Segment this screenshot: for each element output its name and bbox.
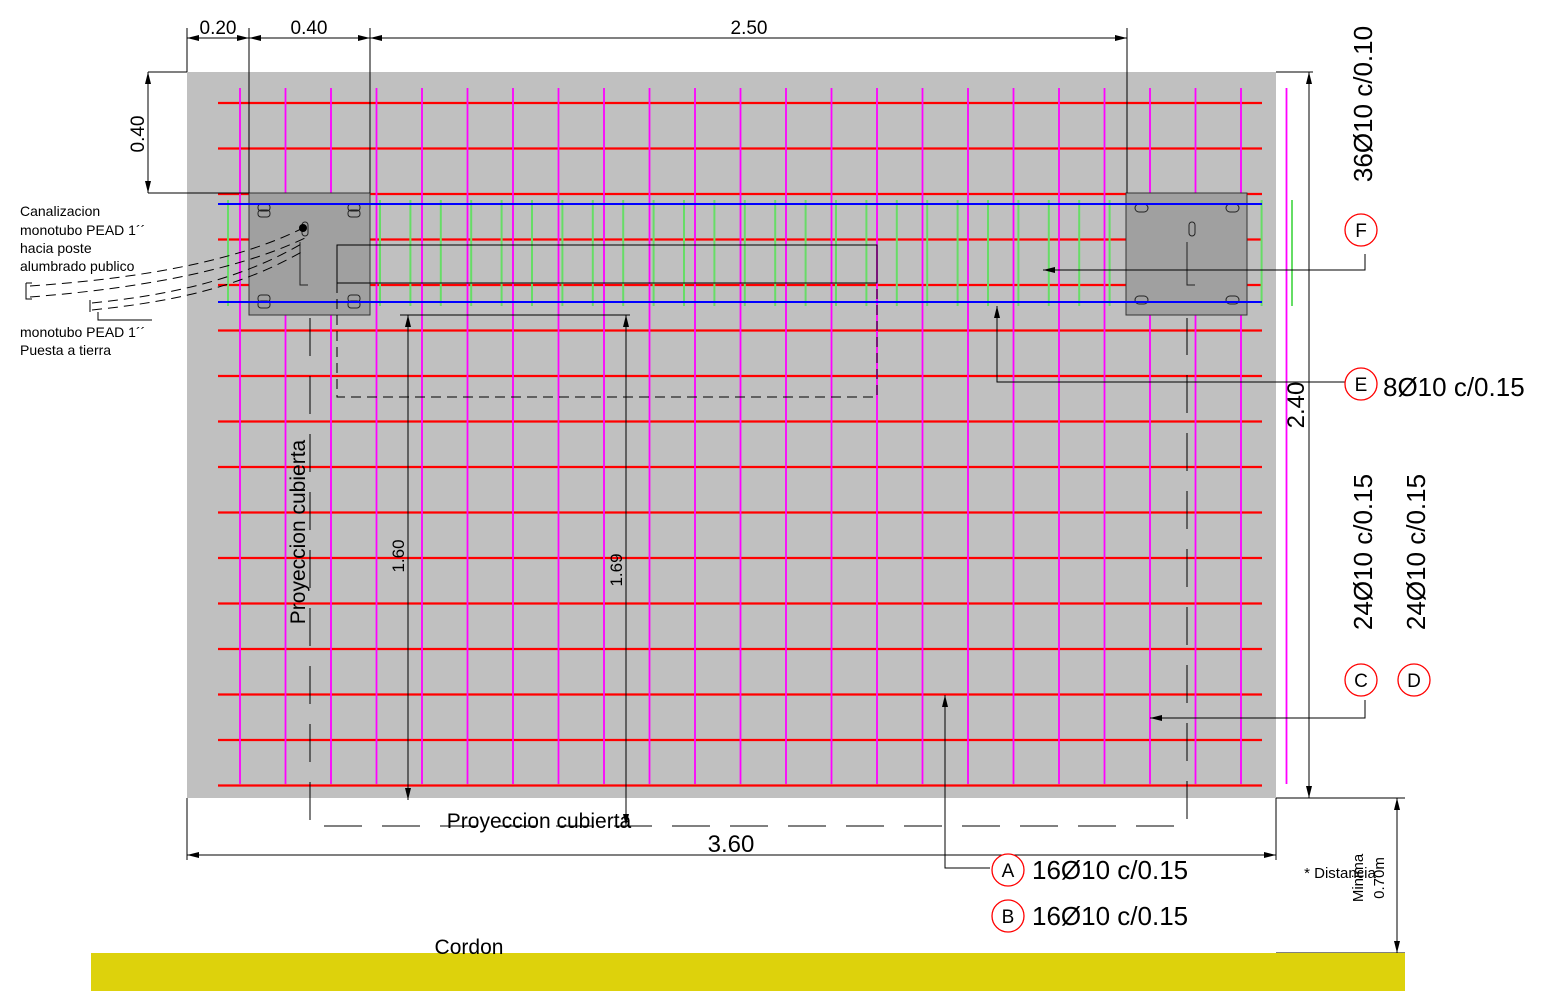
rebar-markers: [991, 213, 1431, 933]
bottom-dimension: [186, 798, 1277, 860]
spec-F-label: 36Ø10 c/0.10: [1348, 26, 1378, 182]
conduit-cap-1: [25, 282, 32, 300]
marker-B-circle: [991, 899, 1025, 933]
dim-top-2-50: 2.50: [731, 18, 768, 39]
spec-B-label: 16Ø10 c/0.15: [1032, 901, 1188, 931]
spec-A-label: 16Ø10 c/0.15: [1032, 855, 1188, 885]
roof-projection-outline: [309, 318, 1188, 827]
dim-left-0-40: 0.40: [128, 116, 149, 153]
puesta-tierra-note: monotubo PEAD 1´´ Puesta a tierra: [20, 324, 149, 358]
marker-E-circle: [1344, 367, 1378, 401]
marker-F-circle: [1344, 213, 1378, 247]
cordon-label: Cordon: [435, 936, 504, 959]
inner-dashed-outline: [336, 283, 878, 398]
inner-solid-outline: [336, 244, 878, 284]
marker-F-letter: F: [1355, 221, 1367, 242]
dim-inner-1-60: 1.60: [389, 539, 408, 572]
spec-D-label: 24Ø10 c/0.15: [1401, 474, 1431, 630]
marker-D-letter: D: [1407, 671, 1421, 692]
spec-E-label: 8Ø10 c/0.15: [1383, 372, 1525, 402]
inner-dimensions: [400, 314, 630, 826]
marker-A-circle: [991, 853, 1025, 887]
dim-top-0-40: 0.40: [291, 18, 328, 39]
marker-C-circle: [1344, 663, 1378, 697]
dim-inner-1-69: 1.69: [607, 553, 626, 586]
leader-arrows: [942, 267, 1162, 721]
top-dimensions: [186, 28, 1128, 193]
marker-B-letter: B: [1002, 907, 1015, 928]
distancia-minima-label: Minima: [1350, 853, 1367, 902]
distancia-dimension: [1276, 797, 1405, 953]
proyeccion-vertical-label: Proyeccion cubierta: [287, 439, 310, 624]
curb-strip: [91, 953, 1405, 991]
leader-lines: [944, 254, 1366, 869]
concrete-slab: [187, 72, 1276, 798]
conduit-lines: [29, 227, 306, 311]
right-dimension: [1276, 71, 1313, 799]
proyeccion-horizontal-label: Proyeccion cubierta: [447, 810, 632, 833]
distancia-note: * Distancia: [1304, 865, 1376, 882]
dim-top-0-20: 0.20: [200, 18, 237, 39]
distancia-value-label: 0.70m: [1371, 857, 1388, 899]
marker-E-letter: E: [1355, 375, 1368, 396]
marker-A-letter: A: [1002, 861, 1015, 882]
marker-D-circle: [1397, 663, 1431, 697]
dim-right-2-40: 2.40: [1283, 382, 1310, 429]
conduit-entry-point: [299, 224, 307, 232]
canalizacion-note: Canalizacion monotubo PEAD 1´´ hacia pos…: [20, 203, 149, 274]
spec-C-label: 24Ø10 c/0.15: [1348, 474, 1378, 630]
left-dimension: [145, 71, 249, 194]
dim-bottom-3-60: 3.60: [708, 831, 755, 858]
puesta-tierra-leader: [97, 312, 152, 321]
marker-C-letter: C: [1354, 671, 1368, 692]
